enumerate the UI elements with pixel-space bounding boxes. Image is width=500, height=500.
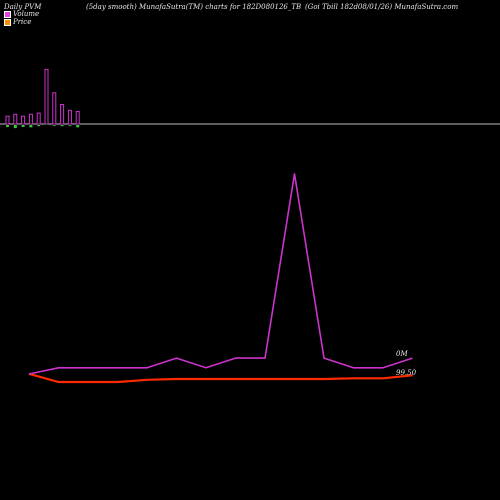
volume-bar-6 <box>44 68 49 125</box>
volume-bar-2 <box>13 113 18 125</box>
legend-price: Price <box>4 18 31 26</box>
legend-price-label: Price <box>13 18 32 26</box>
volume-neg-bar-8 <box>60 125 64 127</box>
volume-bar-1 <box>5 115 10 125</box>
legend-volume-swatch <box>4 10 11 18</box>
volume-neg-bar-10 <box>76 125 80 128</box>
volume-neg-bar-5 <box>37 125 41 127</box>
chart-title: (5day smooth) MunafaSutra(TM) charts for… <box>86 3 302 11</box>
volume-neg-bar-4 <box>29 125 33 128</box>
volume-bar-4 <box>28 113 33 125</box>
volume-neg-bar-3 <box>21 125 25 127</box>
volume-bar-3 <box>21 115 26 125</box>
volume-neg-bar-1 <box>6 125 9 127</box>
volume-neg-bar-6 <box>45 124 48 125</box>
legend-volume: Volume <box>4 10 39 18</box>
volume-bars <box>5 68 80 129</box>
volume-axis-label: 0M <box>396 350 408 358</box>
volume-line <box>28 173 413 375</box>
legend-volume-label: Volume <box>13 10 40 18</box>
volume-bar-5 <box>36 112 41 125</box>
volume-neg-bar-7 <box>52 125 56 126</box>
volume-neg-bar-9 <box>68 125 72 126</box>
price-line <box>28 372 413 384</box>
volume-neg-bar-2 <box>13 125 17 129</box>
volume-bar-7 <box>52 92 57 125</box>
volume-bar-9 <box>67 109 72 125</box>
price-axis-label: 99.50 <box>396 369 417 377</box>
volume-bar-10 <box>75 111 80 125</box>
price-volume-lines <box>28 173 413 384</box>
chart-subtitle: (Goi Tbill 182d08/01/26) MunafaSutra.com <box>305 3 459 11</box>
legend-price-swatch <box>4 18 11 26</box>
volume-bar-8 <box>60 104 65 125</box>
chart-type-label: Daily PVM <box>4 3 42 11</box>
